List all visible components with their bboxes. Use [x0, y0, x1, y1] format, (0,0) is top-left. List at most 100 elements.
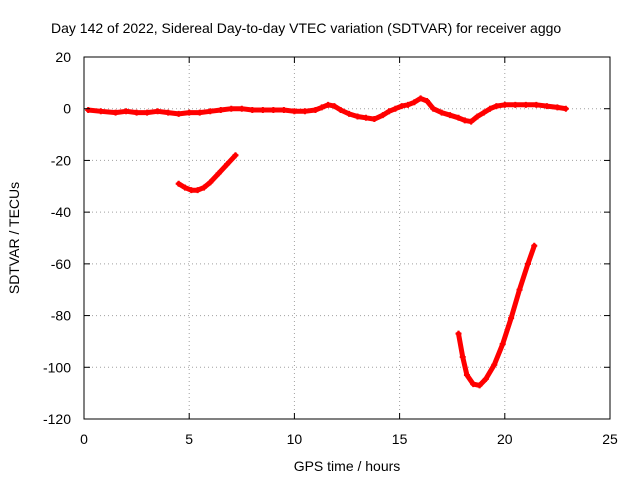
- data-point: [194, 187, 201, 194]
- data-point: [447, 112, 454, 119]
- data-point: [181, 184, 188, 191]
- data-point: [482, 375, 489, 382]
- data-point: [188, 187, 195, 194]
- chart-title: Day 142 of 2022, Sidereal Day-to-day VTE…: [51, 20, 561, 36]
- y-tick-label: -60: [51, 256, 71, 272]
- data-point: [459, 353, 466, 360]
- data-point: [249, 107, 256, 114]
- data-point: [398, 103, 405, 110]
- series-early-segment: [176, 152, 238, 193]
- data-point: [301, 108, 308, 115]
- y-tick-label: -100: [43, 359, 71, 375]
- x-axis-label: GPS time / hours: [294, 458, 401, 474]
- data-point: [474, 113, 481, 120]
- data-point: [207, 108, 214, 115]
- series-late-segment: [456, 243, 537, 388]
- data-point: [554, 104, 561, 111]
- x-tick-label: 5: [185, 431, 193, 447]
- data-point: [123, 108, 130, 115]
- data-point: [196, 109, 203, 116]
- data-point: [468, 118, 475, 125]
- data-point: [411, 99, 418, 106]
- data-point: [491, 361, 498, 368]
- data-point: [200, 184, 207, 191]
- data-point: [325, 101, 332, 108]
- data-point: [386, 108, 393, 115]
- plot-frame: [83, 56, 611, 420]
- data-point: [379, 112, 386, 119]
- y-tick-label: -120: [43, 411, 71, 427]
- data-point: [238, 105, 245, 112]
- data-point: [270, 107, 277, 114]
- y-tick-label: -20: [51, 152, 71, 168]
- x-tick-label: 25: [602, 431, 618, 447]
- data-point: [392, 105, 399, 112]
- data-point: [461, 117, 468, 124]
- data-point: [217, 107, 224, 114]
- data-point: [438, 109, 445, 116]
- data-point: [175, 110, 182, 117]
- data-point: [331, 103, 338, 110]
- data-point: [470, 381, 477, 388]
- data-point: [259, 107, 266, 114]
- data-point: [522, 101, 529, 108]
- data-point: [232, 152, 239, 159]
- x-tick-label: 20: [497, 431, 513, 447]
- x-tick-label: 10: [287, 431, 303, 447]
- data-point: [524, 260, 531, 267]
- data-point: [346, 110, 353, 117]
- data-point: [112, 109, 119, 116]
- data-point: [165, 109, 172, 116]
- data-point: [371, 116, 378, 123]
- y-tick-label: -40: [51, 204, 71, 220]
- y-tick-label: -80: [51, 308, 71, 324]
- data-point: [291, 108, 298, 115]
- data-point: [487, 105, 494, 112]
- x-tick-label: 0: [80, 431, 88, 447]
- data-point: [543, 103, 550, 110]
- data-point: [508, 315, 515, 322]
- data-point: [463, 372, 470, 379]
- y-tick-label: 0: [63, 101, 71, 117]
- data-point: [417, 95, 424, 102]
- data-point: [362, 114, 369, 121]
- series-main-trace: [85, 95, 569, 125]
- x-tick-label: 15: [392, 431, 408, 447]
- data-point: [493, 103, 500, 110]
- data-point: [224, 161, 231, 168]
- y-tick-label: 20: [55, 49, 71, 65]
- data-point: [186, 109, 193, 116]
- data-point: [312, 107, 319, 114]
- data-point: [215, 170, 222, 177]
- grid-layer: [84, 57, 610, 419]
- data-point: [533, 101, 540, 108]
- data-point: [337, 107, 344, 114]
- data-point: [228, 105, 235, 112]
- data-point: [175, 180, 182, 187]
- data-point: [133, 109, 140, 116]
- data-point: [318, 104, 325, 111]
- y-axis-label: SDTVAR / TECUs: [6, 182, 22, 294]
- data-point: [516, 286, 523, 293]
- data-point: [499, 341, 506, 348]
- data-point: [405, 101, 412, 108]
- data-point: [531, 242, 538, 249]
- data-point: [480, 109, 487, 116]
- data-point: [562, 105, 569, 112]
- data-point: [501, 101, 508, 108]
- data-point: [97, 108, 104, 115]
- tick-layer: 0 5 10 15 20 25 20 0 -20 -40 -60 -80 -100 -120: [43, 49, 618, 447]
- data-point: [455, 330, 462, 337]
- data-point: [154, 108, 161, 115]
- data-point: [207, 179, 214, 186]
- data-point: [512, 101, 519, 108]
- data-point: [423, 97, 430, 104]
- data-point: [430, 105, 437, 112]
- data-point: [476, 382, 483, 389]
- data-point: [85, 107, 92, 114]
- series-layer: [85, 95, 569, 389]
- data-point: [144, 109, 151, 116]
- data-point: [455, 114, 462, 121]
- data-point: [280, 107, 287, 114]
